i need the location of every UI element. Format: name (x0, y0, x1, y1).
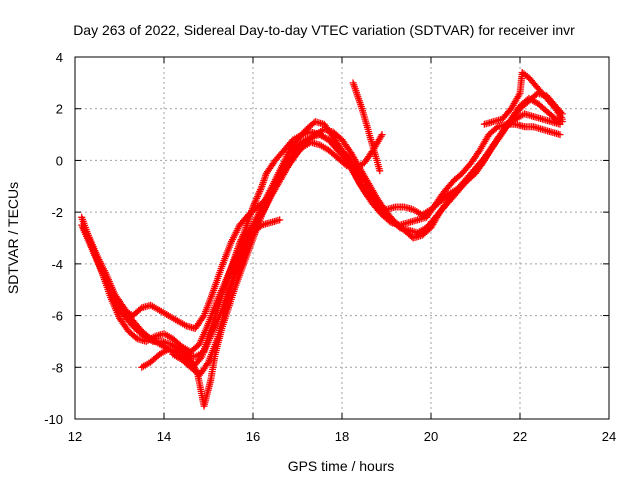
y-tick-label: -8 (51, 360, 63, 375)
y-tick-label: -6 (51, 309, 63, 324)
data-point (556, 131, 564, 139)
x-tick-label: 12 (68, 429, 82, 444)
x-tick-label: 14 (157, 429, 171, 444)
data-point (378, 131, 386, 139)
y-axis-title: SDTVAR / TECUs (5, 182, 21, 294)
series-track-7 (349, 79, 384, 175)
grid-lines (75, 57, 609, 419)
y-tick-label: -2 (51, 205, 63, 220)
series-track-8 (480, 69, 566, 128)
x-tick-label: 20 (424, 429, 438, 444)
x-axis-title: GPS time / hours (288, 458, 395, 474)
data-point (199, 313, 207, 321)
data-series (78, 69, 566, 410)
data-point (376, 167, 384, 175)
x-tick-label: 18 (335, 429, 349, 444)
chart-title: Day 263 of 2022, Sidereal Day-to-day VTE… (73, 22, 575, 38)
data-point (276, 216, 284, 224)
y-tick-label: -4 (51, 257, 63, 272)
data-point (558, 115, 566, 123)
y-tick-label: 0 (56, 153, 63, 168)
y-tick-label: 4 (56, 50, 63, 65)
y-tick-label: -10 (44, 412, 63, 427)
series-track-5 (84, 120, 564, 332)
series-track-6 (169, 216, 284, 379)
y-tick-label: 2 (56, 102, 63, 117)
series-line (141, 134, 383, 368)
x-tick-label: 22 (513, 429, 527, 444)
x-tick-label: 16 (246, 429, 260, 444)
x-tick-label: 24 (602, 429, 616, 444)
